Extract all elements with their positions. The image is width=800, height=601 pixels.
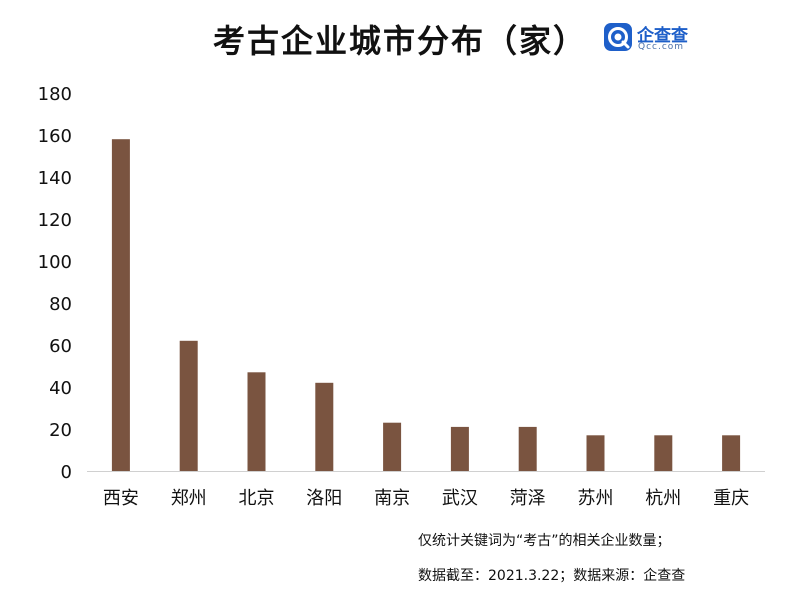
x-tick-label: 西安 (103, 488, 139, 509)
y-tick-label: 120 (38, 210, 72, 231)
x-tick-label: 武汉 (442, 488, 478, 509)
x-tick-label: 郑州 (171, 488, 207, 509)
bar-6 (518, 426, 537, 471)
bar-2 (247, 372, 266, 471)
x-tick-label: 苏州 (578, 488, 614, 509)
y-tick-label: 60 (49, 336, 72, 357)
chart-title: 考古企业城市分布（家） (212, 22, 587, 60)
bar-5 (450, 426, 469, 471)
x-tick-label: 南京 (374, 488, 410, 509)
bar-1 (179, 340, 198, 471)
bar-0 (111, 139, 130, 471)
qichacha-logo-icon (604, 23, 632, 51)
footnote-source: 数据截至：2021.3.22；数据来源：企查查 (418, 568, 686, 584)
bar-8 (654, 435, 673, 471)
y-tick-label: 40 (49, 378, 72, 399)
bar-7 (586, 435, 605, 471)
logo-domain: Qcc.com (638, 42, 685, 52)
y-tick-label: 100 (38, 252, 72, 273)
bars-group (111, 139, 741, 471)
x-tick-label: 洛阳 (306, 488, 342, 509)
y-tick-label: 140 (38, 168, 72, 189)
bar-9 (722, 435, 741, 471)
y-tick-label: 80 (49, 294, 72, 315)
y-tick-label: 0 (61, 462, 72, 483)
x-tick-label: 重庆 (713, 488, 749, 509)
y-tick-label: 20 (49, 420, 72, 441)
x-tick-label: 北京 (239, 488, 275, 509)
logo-name: 企查查 (637, 26, 688, 46)
bar-4 (383, 422, 402, 471)
x-tick-label: 杭州 (645, 488, 681, 509)
qichacha-logo: 企查查 Qcc.com (603, 20, 723, 56)
footnote-scope: 仅统计关键词为“考古”的相关企业数量； (418, 533, 671, 549)
y-tick-label: 160 (38, 126, 72, 147)
bar-3 (315, 382, 334, 471)
x-tick-label: 菏泽 (510, 488, 546, 509)
y-tick-label: 180 (38, 84, 72, 105)
y-axis-ticks: 0 20 40 60 80 100 120 140 160 180 (38, 84, 72, 483)
x-axis-labels: 西安 郑州 北京 洛阳 南京 武汉 菏泽 苏州 杭州 重庆 (103, 488, 749, 509)
